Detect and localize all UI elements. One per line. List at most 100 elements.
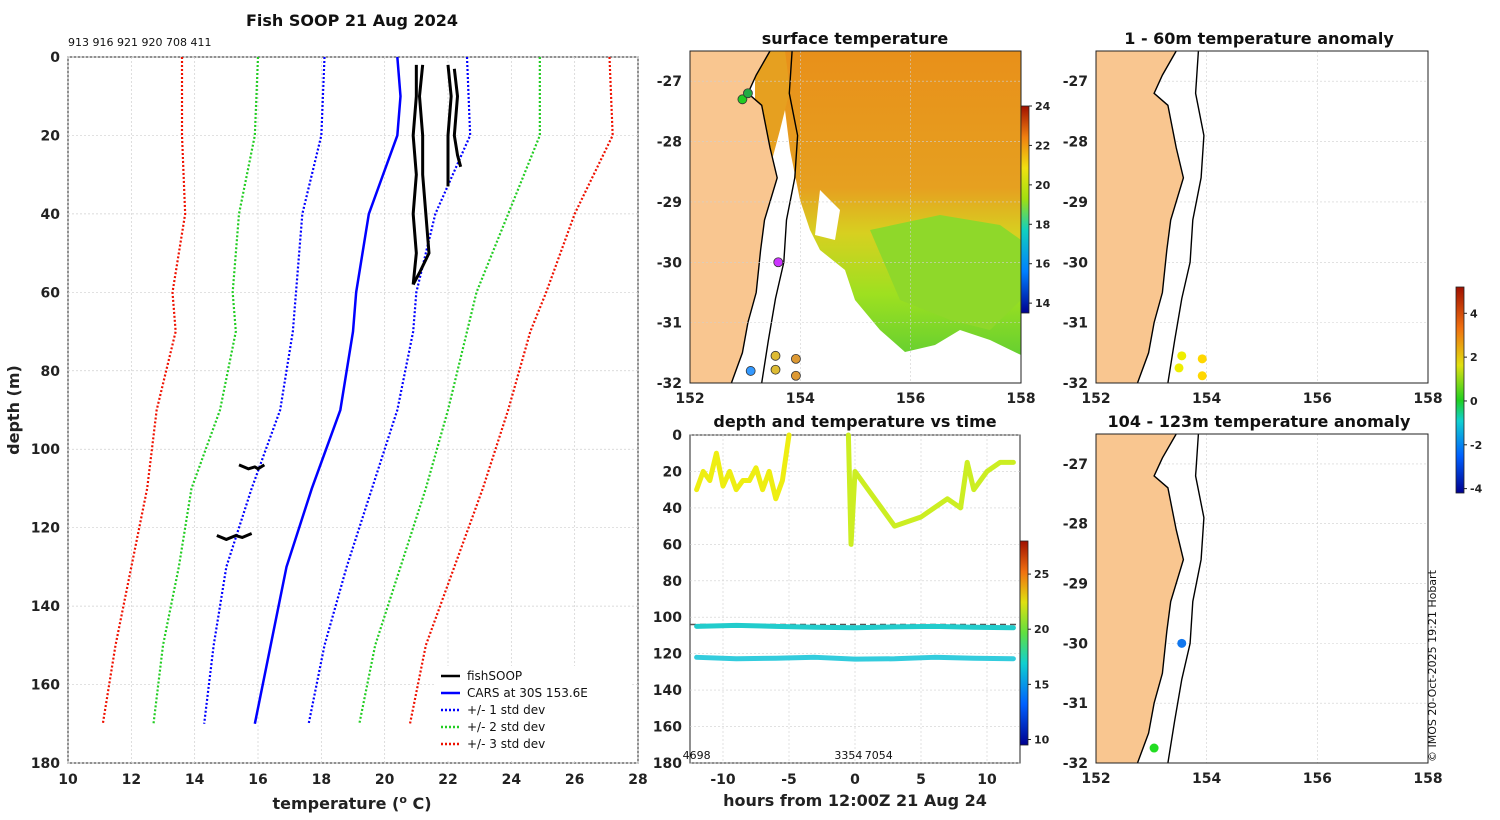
anomaly-deep-panel: 104 - 123m temperature anomaly 152 154 156… xyxy=(1063,286,1483,787)
anomaly-shallow-coastline xyxy=(1136,50,1185,384)
depth-time-colorbar xyxy=(1019,540,1029,746)
profile-xtick: 16 xyxy=(248,772,267,788)
sst-200m-contour xyxy=(761,50,799,384)
depth-time-colorbar-ticks: 10 15 20 25 xyxy=(1028,568,1050,746)
map-station-marker xyxy=(791,353,801,364)
colorbar-tick: 24 xyxy=(1035,100,1051,113)
anomaly-shallow-title: 1 - 60m temperature anomaly xyxy=(1124,29,1394,48)
map-ytick: -29 xyxy=(657,195,682,211)
map-xtick: 158 xyxy=(1413,391,1442,407)
legend-entry-fishsoop: fishSOOP xyxy=(467,669,522,683)
sst-cloud-gap xyxy=(815,190,840,240)
sst-colorbar-ticks: 14 16 18 20 22 24 xyxy=(1029,100,1051,310)
time-ytick: 140 xyxy=(653,683,682,699)
anomaly-deep-points xyxy=(1149,638,1187,753)
sst-field-group xyxy=(755,51,1021,355)
anomaly-shallow-ticks: 152 154 156 158 -27 -28 -29 -30 -31 -32 xyxy=(1063,74,1443,407)
time-ytick: 0 xyxy=(672,428,682,444)
map-xtick: 154 xyxy=(1192,391,1221,407)
profile-ytick: 60 xyxy=(41,285,61,301)
fishsoop-cast-line xyxy=(452,68,463,168)
profile-series-line xyxy=(358,57,541,724)
map-station-marker xyxy=(745,366,756,376)
time-ytick: 100 xyxy=(653,610,682,626)
time-ytick: 40 xyxy=(663,501,683,517)
map-ytick: -27 xyxy=(657,74,682,90)
map-ytick: -30 xyxy=(657,255,683,271)
profile-series-line xyxy=(253,56,402,725)
map-xtick: 158 xyxy=(1006,391,1035,407)
colorbar-tick: 22 xyxy=(1035,139,1050,152)
anomaly-shallow-points xyxy=(1174,351,1207,381)
time-xtick: 0 xyxy=(850,772,860,788)
profile-xtick: 14 xyxy=(185,772,205,788)
depth-time-bottom-label: 3354 xyxy=(834,749,862,762)
map-ytick: -31 xyxy=(1063,696,1088,712)
profile-ticks: 10 12 14 16 18 20 22 24 26 28 0 20 40 60 80 100 120 140 16… xyxy=(31,50,648,788)
colorbar-tick: 14 xyxy=(1035,297,1051,310)
colorbar-tick: -4 xyxy=(1470,483,1483,496)
map-ytick: -32 xyxy=(1063,756,1088,772)
anomaly-deep-axes-box xyxy=(1095,433,1429,764)
profile-xtick: 18 xyxy=(312,772,331,788)
anomaly-deep-title: 104 - 123m temperature anomaly xyxy=(1108,412,1411,431)
sst-title: surface temperature xyxy=(762,29,949,48)
profile-title: Fish SOOP 21 Aug 2024 xyxy=(246,11,458,30)
profile-series-line xyxy=(408,56,614,724)
depth-time-track xyxy=(694,654,1016,662)
map-xtick: 156 xyxy=(896,391,925,407)
time-ytick: 120 xyxy=(653,647,682,663)
time-xtick: -5 xyxy=(781,772,797,788)
profile-axes-box xyxy=(67,56,639,764)
profile-lines xyxy=(101,56,614,725)
profile-xtick: 20 xyxy=(375,772,395,788)
map-xtick: 156 xyxy=(1303,391,1332,407)
anomaly-shallow-panel: 1 - 60m temperature anomaly 152 154 156 158… xyxy=(1063,29,1443,407)
profile-grid xyxy=(67,56,639,764)
colorbar-tick: 10 xyxy=(1034,733,1050,746)
profile-xtick: 28 xyxy=(628,772,647,788)
map-ytick: -27 xyxy=(1063,457,1088,473)
map-station-marker xyxy=(770,350,781,361)
depth-time-track xyxy=(845,432,1016,547)
profile-series-line xyxy=(101,57,187,724)
profile-xlabel-end: C) xyxy=(407,794,432,813)
depth-time-bottom-label: 7054 xyxy=(865,749,893,762)
map-station-marker xyxy=(791,370,801,381)
legend-entry-1std: +/- 1 std dev xyxy=(467,703,545,717)
anomaly-colorbar xyxy=(1455,286,1465,494)
map-xtick: 154 xyxy=(1192,771,1221,787)
fishsoop-cast-line xyxy=(216,532,253,541)
fishsoop-cast-line xyxy=(446,64,453,187)
profile-series-line xyxy=(203,56,326,724)
profile-ytick: 40 xyxy=(41,207,61,223)
profile-ytick: 160 xyxy=(31,678,60,694)
fishsoop-cast-line xyxy=(411,64,431,286)
map-xtick: 152 xyxy=(1081,771,1110,787)
anomaly-shallow-land xyxy=(1096,51,1184,383)
colorbar-tick: 20 xyxy=(1034,623,1050,636)
map-xtick: 152 xyxy=(675,391,704,407)
anomaly-deep-contour xyxy=(1167,433,1205,764)
map-ytick: -29 xyxy=(1063,195,1088,211)
map-ytick: -28 xyxy=(1063,517,1088,533)
colorbar-tick: 16 xyxy=(1035,258,1051,271)
time-ytick: 80 xyxy=(663,574,683,590)
depth-time-bottom-label: 4698 xyxy=(683,749,711,762)
colorbar-tick: 25 xyxy=(1034,568,1049,581)
map-station-marker xyxy=(1177,638,1187,648)
profile-xtick: 22 xyxy=(438,772,457,788)
time-xtick: 10 xyxy=(977,772,997,788)
map-ytick: -27 xyxy=(1063,74,1088,90)
colorbar-tick: 18 xyxy=(1035,218,1050,231)
map-xtick: 152 xyxy=(1081,391,1110,407)
time-xtick: 5 xyxy=(916,772,926,788)
time-ytick: 160 xyxy=(653,720,682,736)
colorbar-tick: 4 xyxy=(1470,307,1478,320)
map-ytick: -30 xyxy=(1063,636,1089,652)
profile-xtick: 24 xyxy=(502,772,522,788)
legend-entry-2std: +/- 2 std dev xyxy=(467,720,545,734)
legend-entry-cars: CARS at 30S 153.6E xyxy=(467,686,588,700)
